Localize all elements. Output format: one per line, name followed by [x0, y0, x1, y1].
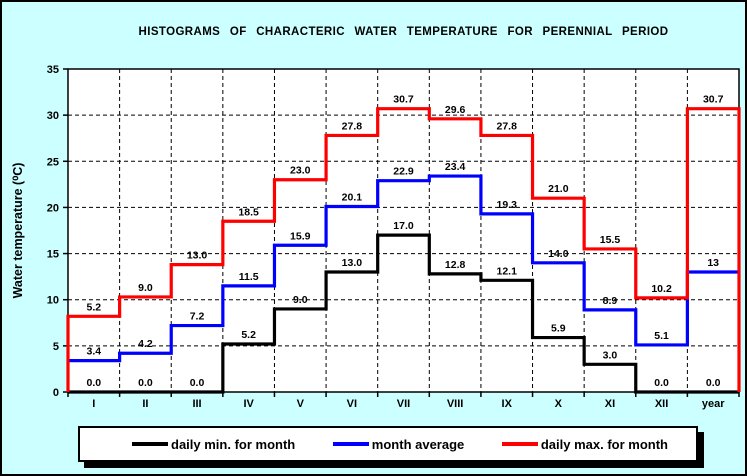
x-tick-label: year [702, 398, 725, 410]
data-label: 20.1 [342, 192, 363, 204]
x-tick-label: VII [397, 398, 410, 410]
data-label: 18.5 [238, 206, 259, 218]
data-label: 12.8 [445, 259, 466, 271]
series-line-daily-max [66, 107, 741, 392]
data-label: 5.2 [241, 329, 256, 341]
legend-item-daily-min: daily min. for month [132, 437, 295, 452]
data-label: 3.4 [87, 346, 102, 358]
legend-item-month-average: month average [332, 436, 465, 452]
x-tick-label: XI [605, 398, 615, 410]
data-label: 11.5 [239, 271, 259, 283]
x-tick-label: X [555, 398, 563, 410]
data-label: 22.9 [393, 166, 414, 178]
y-tick-label: 25 [47, 156, 59, 168]
data-label: 4.2 [138, 338, 153, 350]
data-label: 5.9 [551, 323, 566, 335]
data-label: 7.2 [190, 311, 205, 323]
data-label: 30.7 [393, 94, 414, 106]
x-tick-label: II [142, 398, 148, 410]
legend-label-month-average: month average [371, 436, 465, 452]
x-tick-label: I [92, 398, 95, 410]
data-label: 12.1 [497, 265, 518, 277]
data-label: 13.0 [187, 250, 208, 262]
data-label: 15.9 [290, 230, 311, 242]
data-label: 0.0 [190, 377, 205, 389]
data-label: 9.0 [293, 294, 308, 306]
y-tick-label: 15 [47, 249, 59, 261]
data-label: 9.0 [138, 282, 153, 294]
x-tick-label: IV [243, 398, 254, 410]
data-label: 21.0 [548, 183, 569, 195]
data-label: 13 [707, 257, 719, 269]
data-label: 8.9 [603, 295, 618, 307]
data-label: 30.7 [703, 94, 724, 106]
data-label: 23.0 [290, 165, 311, 177]
data-label: 14.0 [548, 248, 569, 260]
y-axis-title: Water temperature (⁰C) [11, 163, 25, 299]
data-label: 5.2 [87, 301, 102, 313]
data-label: 17.0 [393, 220, 414, 232]
data-label: 0.0 [87, 377, 102, 389]
data-label: 27.8 [342, 120, 363, 132]
x-tick-label: III [192, 398, 201, 410]
y-tick-label: 35 [47, 64, 59, 76]
legend: daily min. for month month average daily… [78, 426, 698, 462]
chart-canvas: 0 5 10 15 20 25 30 35 I II III IV V VI VII VIII IX X XI XII… [2, 2, 747, 422]
data-label: 3.0 [603, 349, 618, 361]
x-tick-label: IX [502, 398, 513, 410]
data-label: 0.0 [706, 377, 721, 389]
y-tick-label: 30 [47, 110, 59, 122]
x-tick-label: VIII [447, 398, 464, 410]
legend-item-daily-max: daily max. for month [501, 436, 668, 452]
daily-max-line-swatch-icon [501, 442, 538, 446]
y-tick-label: 0 [53, 387, 59, 399]
x-tick-label: XII [655, 398, 668, 410]
data-label: 23.4 [445, 161, 466, 173]
chart-title: HISTOGRAMS OF CHARACTERIC WATER TEMPERAT… [138, 26, 669, 38]
series-line-daily-min [68, 233, 739, 394]
data-label: 5.1 [654, 330, 669, 342]
data-label: 0.0 [138, 377, 153, 389]
data-label: 0.0 [654, 377, 669, 389]
month-average-line-swatch-icon [332, 442, 369, 446]
data-label: 19.3 [497, 199, 518, 211]
data-label: 27.8 [497, 120, 518, 132]
data-label: 10.2 [651, 283, 672, 295]
series-line-month-average [68, 174, 739, 363]
x-tick-label: V [297, 398, 305, 410]
legend-label-daily-min: daily min. for month [171, 436, 296, 452]
data-label: 29.6 [445, 104, 466, 116]
data-label: 15.5 [600, 234, 621, 246]
y-tick-label: 5 [53, 341, 59, 353]
data-label: 13.0 [342, 257, 363, 269]
legend-label-daily-max: daily max. for month [540, 436, 668, 452]
daily-min-line-swatch-icon [132, 442, 168, 446]
y-tick-label: 10 [47, 295, 59, 307]
y-tick-label: 20 [47, 202, 59, 214]
x-tick-label: VI [347, 398, 357, 410]
